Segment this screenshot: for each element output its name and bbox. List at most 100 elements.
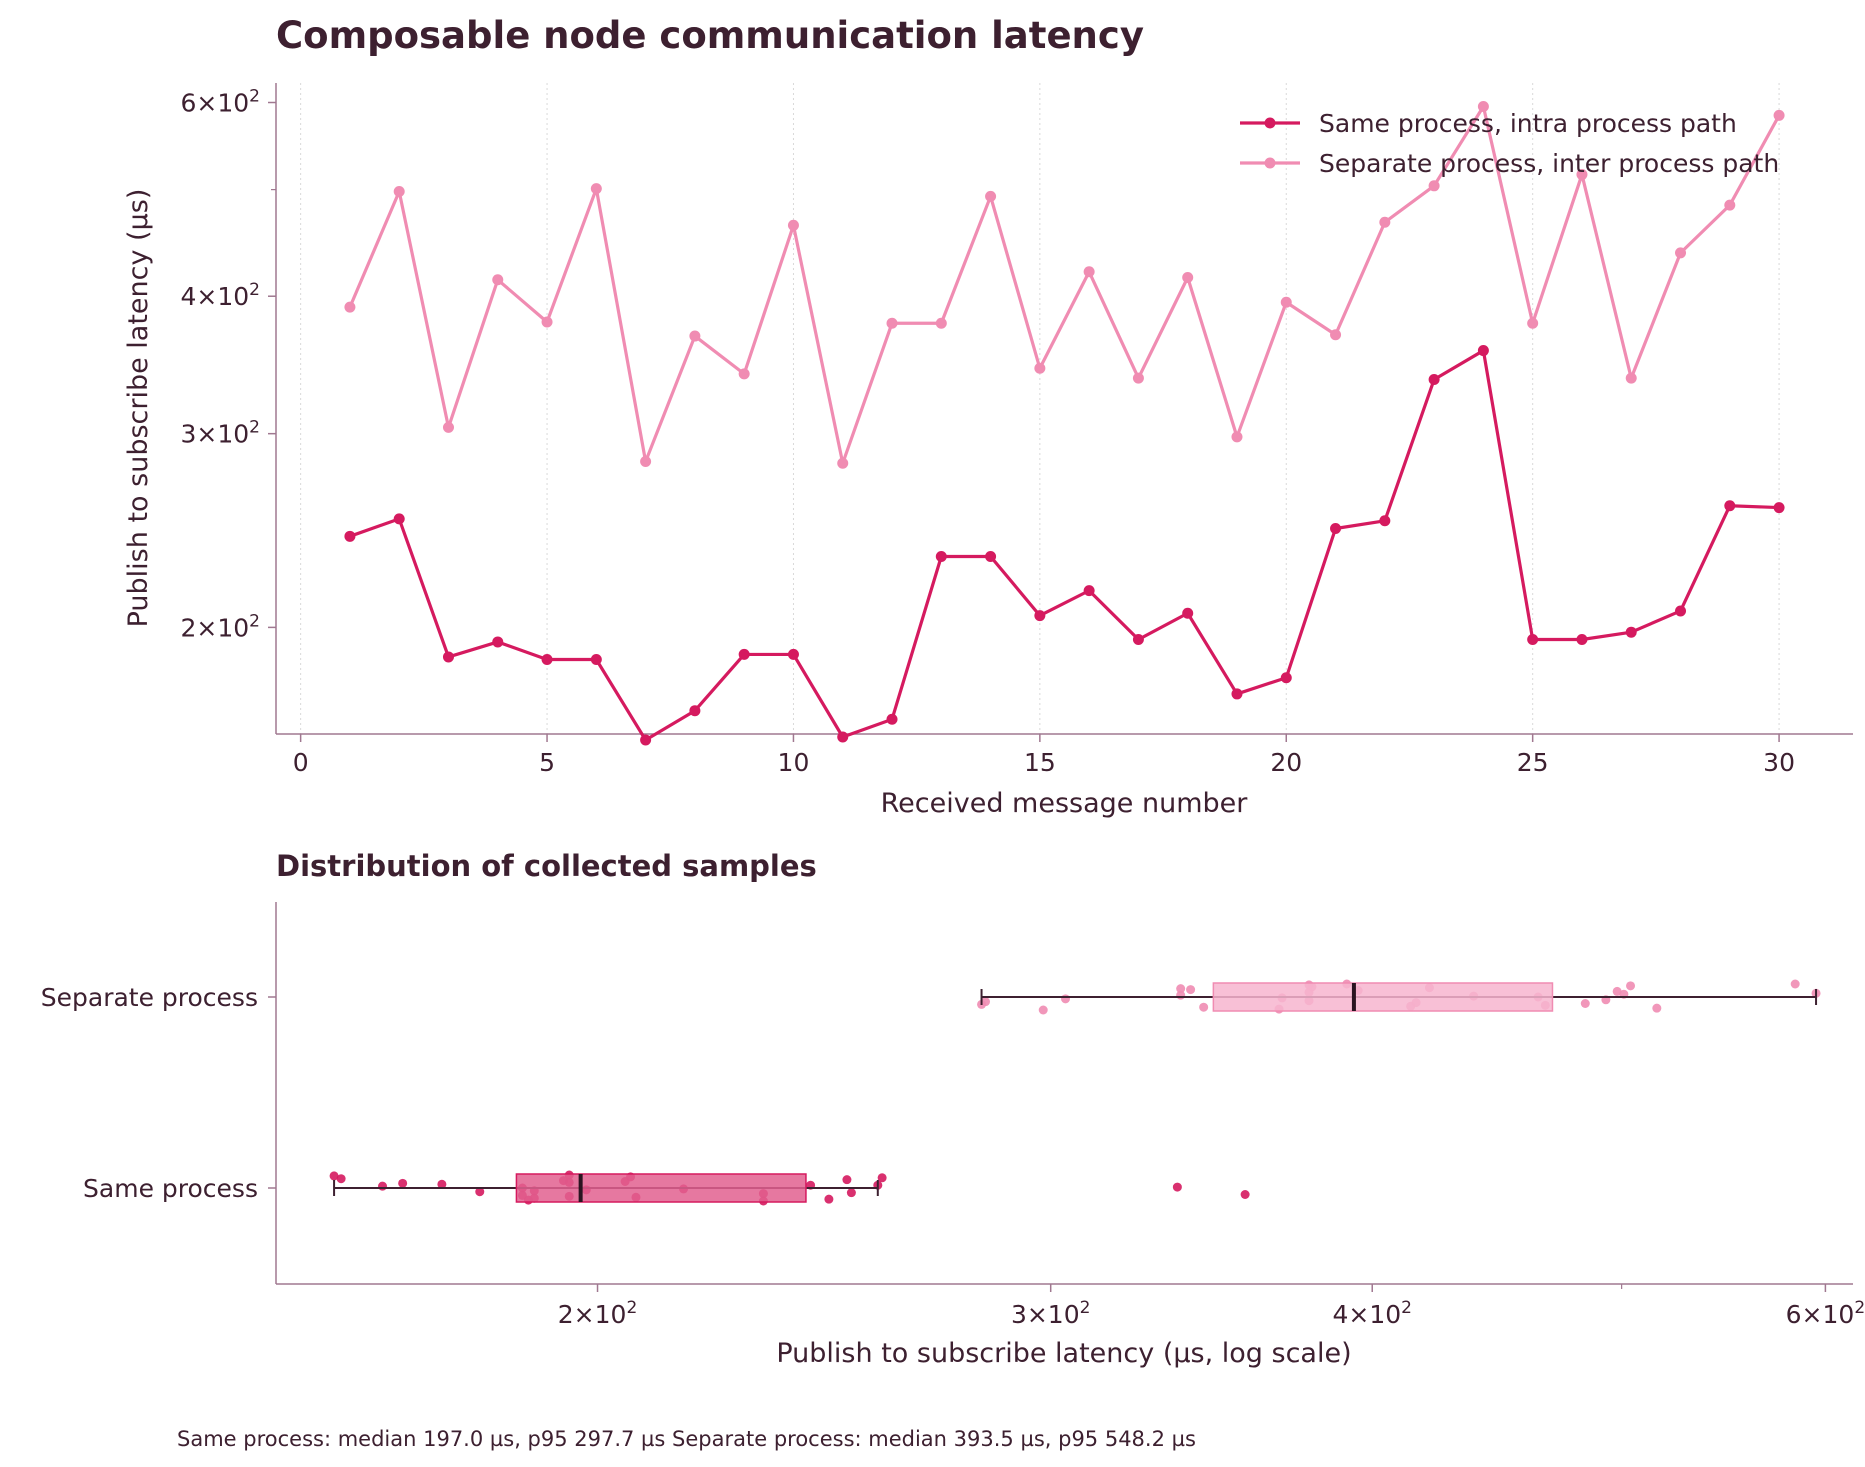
data-point — [1675, 247, 1687, 259]
data-point — [1231, 688, 1243, 700]
legend-label: Separate process, inter process path — [1319, 149, 1779, 178]
y-tick-label: 4×102 — [181, 280, 261, 311]
data-point — [1182, 607, 1194, 619]
x-tick-label: 5 — [539, 748, 555, 777]
sample-point — [877, 1173, 887, 1183]
data-point — [1527, 633, 1539, 645]
x-tick-label: 15 — [1024, 748, 1056, 777]
x-ticks: 0 5 10 15 20 25 30 — [293, 734, 1795, 777]
data-point — [640, 456, 652, 468]
data-point — [1132, 372, 1144, 384]
sample-point — [1176, 984, 1186, 994]
y-axis-label: Publish to subscribe latency (µs) — [123, 189, 154, 628]
category-label: Separate process — [41, 983, 258, 1012]
legend: Same process, intra process path Separate… — [1240, 109, 1779, 178]
data-point — [1280, 296, 1292, 308]
line-chart: Composable node communication latency 0 5… — [123, 14, 1853, 819]
sample-point — [1652, 1003, 1662, 1013]
data-point — [1724, 500, 1736, 512]
y-tick-label: 3×102 — [181, 418, 261, 449]
data-point — [344, 530, 356, 542]
sample-point — [329, 1171, 339, 1181]
series-line — [349, 348, 1780, 742]
sample-point — [378, 1181, 388, 1191]
x-tick-label: 2×102 — [558, 1298, 638, 1329]
data-point — [1477, 101, 1489, 113]
data-point — [442, 421, 454, 433]
category-label: Same process — [83, 1174, 258, 1203]
data-point — [541, 653, 553, 665]
sample-point — [437, 1179, 447, 1189]
data-point — [1034, 362, 1046, 374]
box-x-axis-label: Publish to subscribe latency (µs, log sc… — [776, 1338, 1351, 1369]
data-point — [837, 457, 849, 469]
x-tick-label: 25 — [1517, 748, 1549, 777]
data-point — [442, 651, 454, 663]
data-point — [1527, 317, 1539, 329]
data-point — [1625, 626, 1637, 638]
data-point — [1034, 610, 1046, 622]
data-point — [590, 653, 602, 665]
y-tick-label: 6×102 — [181, 87, 261, 118]
box-chart-title: Distribution of collected samples — [276, 849, 817, 883]
data-point — [1428, 374, 1440, 386]
data-point — [1428, 180, 1440, 192]
data-point — [738, 368, 750, 380]
box-iqr — [515, 1173, 807, 1203]
data-point — [1773, 109, 1785, 121]
boxes — [333, 982, 1818, 1203]
x-tick-label: 0 — [293, 748, 309, 777]
data-point — [886, 713, 898, 725]
x-tick-label: 3×102 — [1011, 1298, 1091, 1329]
data-point — [738, 648, 750, 660]
data-point — [590, 183, 602, 195]
x-axis-label: Received message number — [881, 788, 1249, 819]
data-point — [1330, 522, 1342, 534]
box-chart: Distribution of collected samples 2×102 3… — [41, 849, 1865, 1369]
data-point — [837, 731, 849, 743]
summary-footer: Same process: median 197.0 µs, p95 297.7… — [177, 1427, 1196, 1451]
y-ticks: 2×102 3×102 4×102 6×102 — [181, 87, 276, 642]
sample-point — [842, 1175, 852, 1185]
box-category-labels: Separate process Same process — [41, 983, 276, 1203]
x-tick-label: 10 — [778, 748, 810, 777]
data-point — [1132, 633, 1144, 645]
data-point — [1576, 169, 1588, 181]
sample-point — [1790, 979, 1800, 989]
data-point — [985, 550, 997, 562]
sample-point — [1240, 1190, 1250, 1199]
data-point — [1379, 216, 1391, 228]
sample-point — [1626, 981, 1636, 991]
data-point — [344, 301, 356, 313]
data-point — [985, 190, 997, 202]
chart-title: Composable node communication latency — [276, 14, 1144, 57]
sample-point — [1199, 1002, 1209, 1012]
sample-point — [1186, 985, 1196, 995]
data-point — [1477, 345, 1489, 357]
data-point — [1231, 431, 1243, 443]
data-point — [689, 330, 701, 342]
data-point — [541, 316, 553, 328]
sample-point — [1580, 999, 1590, 1008]
x-gridlines — [300, 83, 1780, 734]
data-point — [787, 219, 799, 231]
data-point — [1083, 585, 1095, 597]
legend-swatch-marker — [1264, 157, 1276, 169]
sample-points — [329, 979, 1821, 1206]
data-point — [935, 550, 947, 562]
series-group — [344, 101, 1785, 746]
sample-point — [475, 1187, 485, 1197]
data-point — [393, 186, 405, 198]
data-point — [640, 734, 652, 746]
y-tick-label: 2×102 — [181, 611, 261, 642]
data-point — [1330, 329, 1342, 341]
legend-swatch-marker — [1264, 117, 1276, 129]
sample-point — [846, 1188, 856, 1198]
data-point — [492, 274, 504, 286]
data-point — [886, 317, 898, 329]
sample-point — [336, 1174, 346, 1184]
x-tick-label: 20 — [1270, 748, 1302, 777]
data-point — [935, 317, 947, 329]
data-point — [1675, 605, 1687, 617]
